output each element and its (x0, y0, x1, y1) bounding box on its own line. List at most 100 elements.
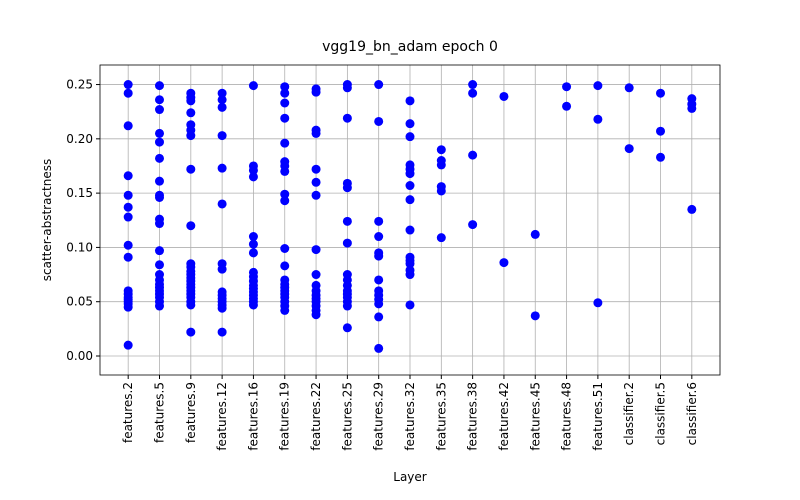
point (436, 160, 446, 170)
point (123, 252, 133, 262)
point (217, 303, 227, 313)
x-tick-label: features.2 (121, 382, 135, 443)
point (405, 181, 415, 191)
point (248, 165, 258, 175)
x-tick-label: features.5 (152, 382, 166, 443)
point (342, 113, 352, 123)
point (311, 177, 321, 187)
point (405, 225, 415, 235)
point (593, 81, 603, 91)
y-tick-label: 0.15 (66, 186, 93, 200)
point (154, 81, 164, 91)
x-tick-label: features.25 (340, 382, 354, 451)
x-tick-label: features.16 (246, 382, 260, 451)
point (154, 260, 164, 270)
point (374, 312, 384, 322)
point (311, 310, 321, 320)
x-tick-label: features.51 (591, 382, 605, 451)
point (405, 96, 415, 106)
y-tick-label: 0.25 (66, 78, 93, 92)
point (217, 199, 227, 209)
point (656, 88, 666, 98)
point (154, 105, 164, 115)
marks (123, 80, 697, 353)
point (186, 327, 196, 337)
x-tick-label: features.38 (466, 382, 480, 451)
point (280, 189, 290, 199)
point (217, 327, 227, 337)
point (374, 116, 384, 126)
point (468, 220, 478, 230)
point (311, 245, 321, 255)
point (687, 103, 697, 113)
x-tick-label: features.29 (372, 382, 386, 451)
point (280, 88, 290, 98)
point (280, 305, 290, 315)
point (593, 114, 603, 124)
point (342, 183, 352, 193)
point (123, 212, 133, 222)
x-tick-label: features.35 (434, 382, 448, 451)
point (342, 238, 352, 248)
point (280, 244, 290, 254)
point (123, 240, 133, 250)
point (468, 80, 478, 90)
point (405, 259, 415, 269)
x-tick-label: features.9 (184, 382, 198, 443)
point (248, 81, 258, 91)
x-tick-label: features.48 (560, 382, 574, 451)
point (123, 171, 133, 181)
point (123, 202, 133, 212)
point (154, 219, 164, 229)
point (154, 95, 164, 105)
point (468, 150, 478, 160)
point (530, 311, 540, 321)
point (248, 248, 258, 258)
point (342, 83, 352, 93)
point (186, 300, 196, 310)
point (186, 108, 196, 118)
point (217, 88, 227, 98)
point (468, 88, 478, 98)
point (280, 196, 290, 206)
point (374, 251, 384, 261)
x-tick-label: features.12 (215, 382, 229, 451)
point (374, 275, 384, 285)
point (154, 176, 164, 186)
x-axis-label: Layer (393, 470, 427, 484)
point (280, 82, 290, 92)
point (280, 98, 290, 108)
x-tick-label: features.45 (528, 382, 542, 451)
point (405, 119, 415, 129)
point (624, 83, 634, 93)
x-tick-label: classifier.6 (685, 382, 699, 445)
x-tick-label: features.19 (278, 382, 292, 451)
point (280, 166, 290, 176)
point (154, 153, 164, 163)
point (248, 232, 258, 242)
point (405, 132, 415, 142)
point (154, 128, 164, 138)
point (311, 128, 321, 138)
point (123, 302, 133, 312)
point (217, 264, 227, 274)
y-tick-label: 0.10 (66, 240, 93, 254)
point (154, 246, 164, 256)
point (217, 102, 227, 112)
point (624, 144, 634, 154)
point (123, 340, 133, 350)
point (656, 152, 666, 162)
point (280, 261, 290, 271)
point (436, 233, 446, 243)
point (436, 145, 446, 155)
point (405, 270, 415, 280)
point (405, 169, 415, 179)
point (154, 137, 164, 147)
point (562, 101, 572, 111)
point (374, 343, 384, 353)
point (499, 258, 509, 268)
point (186, 164, 196, 174)
point (280, 138, 290, 148)
point (154, 192, 164, 202)
